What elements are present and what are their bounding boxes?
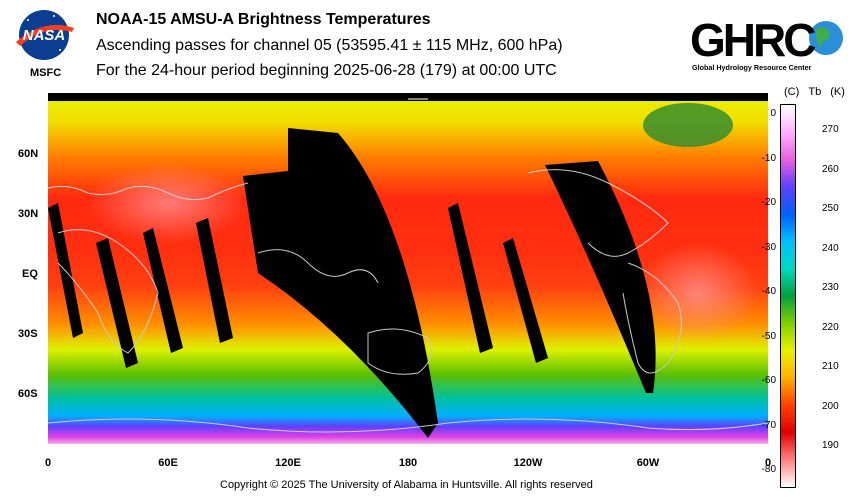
lat-label-eq: EQ [22, 268, 38, 280]
brightness-temperature-map [48, 93, 768, 444]
colorbar-celsius-tick: -80 [761, 464, 776, 475]
colorbar-kelvin-tick: 210 [822, 361, 839, 372]
lon-label-60w: 60W [636, 457, 660, 469]
colorbar-celsius-tick: -70 [761, 419, 776, 431]
colorbar-celsius-tick: -20 [761, 197, 776, 208]
colorbar-kelvin-tick: 260 [822, 163, 839, 175]
colorbar-kelvin-tick: 270 [822, 124, 839, 135]
colorbar [780, 104, 796, 488]
colorbar-celsius-tick: -60 [761, 375, 776, 386]
colorbar-celsius-tick: 0 [770, 108, 776, 119]
lon-label-180: 180 [398, 457, 418, 469]
colorbar-celsius-tick: -40 [761, 286, 776, 297]
colorbar-kelvin-tick: 220 [822, 321, 839, 333]
colorbar-celsius-tick: -30 [761, 241, 776, 253]
lon-label-120e: 120E [275, 457, 301, 469]
colorbar-kelvin-tick: 230 [822, 282, 839, 293]
lon-label-0-left: 0 [44, 457, 52, 469]
ghrc-logo-text: GHRC [690, 14, 815, 66]
colorbar-header-c: (C) [784, 86, 800, 98]
colorbar-kelvin-tick: 190 [822, 440, 839, 451]
lat-label-30n: 30N [18, 208, 39, 220]
lon-label-120w: 120W [513, 457, 543, 469]
colorbar-header-tb: Tb [808, 86, 822, 98]
lon-label-0-right: 0 [764, 457, 772, 469]
colorbar-celsius-tick: -50 [761, 330, 776, 342]
nasa-logo-text: NASA [23, 27, 66, 44]
lat-label-60s: 60S [18, 388, 38, 400]
lat-label-60n: 60N [18, 148, 39, 160]
lon-label-60e: 60E [158, 457, 178, 469]
colorbar-header: (C) Tb (K) [784, 86, 845, 98]
msfc-label: MSFC [30, 67, 62, 79]
ghrc-logo: GHRC Global Hydrology Resource Center [690, 14, 843, 72]
colorbar-kelvin-tick: 200 [822, 400, 839, 412]
nasa-logo: NASA [16, 10, 74, 60]
period-label: For the 24-hour period beginning 2025-06… [96, 62, 557, 79]
ghrc-subtitle: Global Hydrology Resource Center [692, 63, 812, 72]
colorbar-kelvin-tick: 250 [822, 203, 839, 214]
page-subtitle: Ascending passes for channel 05 (53595.4… [96, 37, 563, 54]
lat-label-30s: 30S [18, 328, 38, 340]
page-title: NOAA-15 AMSU-A Brightness Temperatures [96, 11, 431, 28]
colorbar-celsius-tick: -10 [761, 152, 776, 164]
copyright-text: Copyright © 2025 The University of Alaba… [220, 479, 593, 491]
colorbar-header-k: (K) [830, 86, 845, 98]
colorbar-kelvin-tick: 240 [822, 242, 839, 254]
